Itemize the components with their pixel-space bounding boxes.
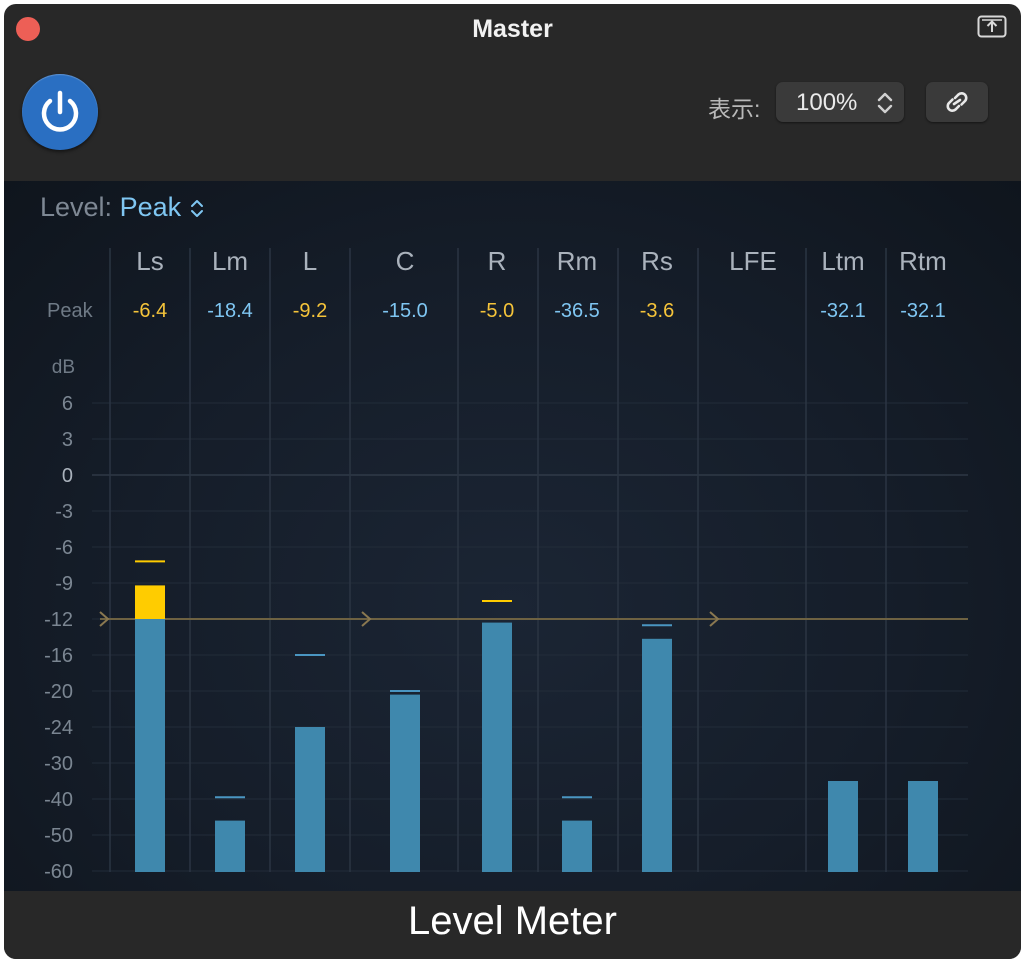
power-icon xyxy=(41,90,79,132)
zoom-value: 100% xyxy=(796,89,858,116)
channel-name: L xyxy=(303,246,317,276)
scale-tick-label: -40 xyxy=(44,789,73,811)
link-button[interactable] xyxy=(926,82,988,122)
channel-peak-value: -3.6 xyxy=(640,300,674,322)
level-bar xyxy=(562,820,592,872)
close-button[interactable] xyxy=(16,17,40,41)
view-label: 表示: xyxy=(708,96,761,122)
level-bar xyxy=(215,820,245,872)
level-bar xyxy=(828,781,858,872)
window-title: Master xyxy=(472,15,553,43)
channel-peak-value: -5.0 xyxy=(480,300,514,322)
scale-tick-label: -9 xyxy=(55,573,73,595)
reference-marker-icon xyxy=(709,611,720,627)
channel-name: Lm xyxy=(212,246,248,276)
chevron-updown-icon xyxy=(877,92,893,114)
channel-peak-value: -18.4 xyxy=(207,300,253,322)
channel-peak-value: -32.1 xyxy=(820,300,866,322)
footer: Level Meter xyxy=(4,891,1021,959)
channel-name: Ltm xyxy=(821,246,864,276)
scale-tick-label: -24 xyxy=(44,717,73,739)
scale-tick-label: -60 xyxy=(44,861,73,883)
level-mode-label: Level: xyxy=(40,192,113,222)
zoom-select[interactable]: 100% xyxy=(776,82,904,122)
peak-row-label: Peak xyxy=(47,300,94,322)
scale-tick-label: -50 xyxy=(44,825,73,847)
scale-tick-label: -6 xyxy=(55,537,73,559)
level-bar xyxy=(295,727,325,872)
plugin-window: Master 表示: 100% xyxy=(4,4,1021,959)
level-bar xyxy=(390,694,420,872)
channel-peak-value: -15.0 xyxy=(382,300,428,322)
channel-name: C xyxy=(396,246,415,276)
reference-marker-icon xyxy=(361,611,372,627)
scale-tick-label: -20 xyxy=(44,681,73,703)
scale-tick-label: -30 xyxy=(44,753,73,775)
level-bar xyxy=(482,622,512,872)
level-bar xyxy=(908,781,938,872)
scale-tick-label: -12 xyxy=(44,609,73,631)
scale-tick-label: 6 xyxy=(62,393,73,415)
scale-tick-label: -3 xyxy=(55,501,73,523)
channel-name: LFE xyxy=(729,246,777,276)
chevron-updown-icon xyxy=(190,200,203,217)
level-bar-over xyxy=(135,585,165,619)
channel-name: R xyxy=(488,246,507,276)
power-button[interactable] xyxy=(22,74,98,150)
channel-peak-value: -6.4 xyxy=(133,300,167,322)
level-bar xyxy=(135,619,165,872)
level-mode-select[interactable]: Level: Peak xyxy=(40,192,205,223)
channel-peak-value: -36.5 xyxy=(554,300,600,322)
channel-peak-value: -9.2 xyxy=(293,300,327,322)
title-bar: Master xyxy=(4,4,1021,54)
channel-name: Rm xyxy=(557,246,597,276)
channel-peak-value: -32.1 xyxy=(900,300,946,322)
level-bar xyxy=(642,638,672,872)
scale-tick-label: 3 xyxy=(62,429,73,451)
link-icon xyxy=(946,92,968,112)
channel-name: Ls xyxy=(136,246,163,276)
reference-marker-icon xyxy=(99,611,110,627)
channel-name: Rs xyxy=(641,246,673,276)
db-label: dB xyxy=(52,357,75,378)
detach-window-icon[interactable] xyxy=(977,15,1007,38)
channel-name: Rtm xyxy=(899,246,947,276)
meter-panel xyxy=(4,181,1021,891)
level-mode-value: Peak xyxy=(119,192,182,222)
scale-tick-label: 0 xyxy=(62,465,73,487)
plugin-name: Level Meter xyxy=(408,899,617,943)
scale-tick-label: -16 xyxy=(44,645,73,667)
